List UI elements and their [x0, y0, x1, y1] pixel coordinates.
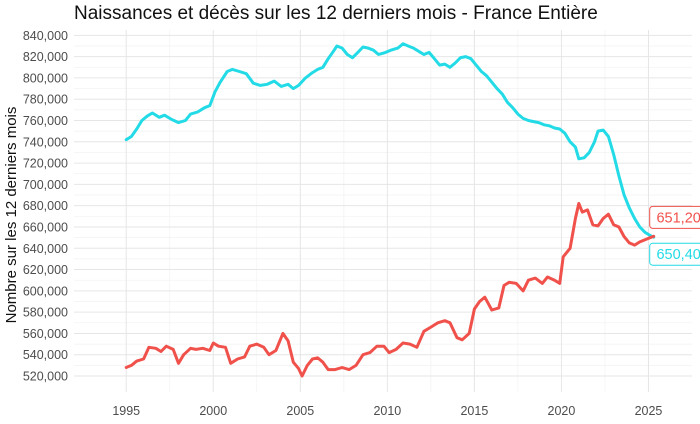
grid — [74, 30, 692, 392]
y-tick-label: 700,000 — [23, 178, 68, 192]
y-tick-label: 660,000 — [23, 220, 68, 234]
y-tick-label: 560,000 — [23, 327, 68, 341]
x-tick-label: 2005 — [286, 404, 314, 418]
y-tick-label: 740,000 — [23, 135, 68, 149]
series-line-0 — [124, 42, 656, 239]
y-tick-label: 520,000 — [23, 370, 68, 384]
y-tick-label: 780,000 — [23, 93, 68, 107]
y-tick-label: 820,000 — [23, 50, 68, 64]
x-tick-label: 2010 — [373, 404, 401, 418]
annotation-label-0: 651,200 — [656, 210, 700, 226]
annotations: 651,200 650,400 — [649, 205, 700, 266]
chart-title: Naissances et décès sur les 12 derniers … — [74, 3, 598, 24]
x-tick-label: 2015 — [460, 404, 488, 418]
series-line-1 — [124, 202, 656, 378]
x-tick-label: 2025 — [635, 404, 663, 418]
x-tick-label: 2000 — [199, 404, 227, 418]
y-tick-label: 540,000 — [23, 348, 68, 362]
y-tick-label: 640,000 — [23, 242, 68, 256]
annotation-label-1: 650,400 — [656, 247, 700, 263]
y-axis-ticks: 520,000 540,000 560,000 580,000 600,000 620,0… — [23, 29, 68, 384]
y-tick-label: 840,000 — [23, 29, 68, 43]
series-lines — [124, 42, 656, 378]
y-tick-label: 800,000 — [23, 71, 68, 85]
x-tick-label: 1995 — [112, 404, 140, 418]
y-tick-label: 680,000 — [23, 199, 68, 213]
y-tick-label: 600,000 — [23, 284, 68, 298]
x-tick-label: 2020 — [548, 404, 576, 418]
y-tick-label: 580,000 — [23, 306, 68, 320]
y-tick-label: 720,000 — [23, 157, 68, 171]
y-tick-label: 620,000 — [23, 263, 68, 277]
annotation-box-0 — [649, 205, 700, 229]
annotation-box-1 — [649, 242, 700, 266]
y-tick-label: 760,000 — [23, 114, 68, 128]
y-axis-label: Nombre sur les 12 derniers mois — [3, 107, 20, 324]
x-axis-ticks: 1995 2000 2005 2010 2015 2020 2025 — [112, 404, 662, 418]
